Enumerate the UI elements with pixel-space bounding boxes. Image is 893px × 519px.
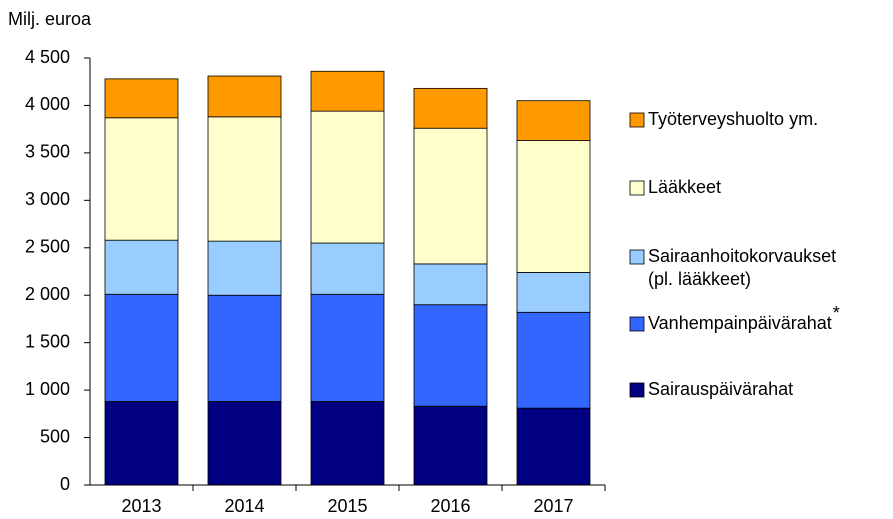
bar-segment <box>104 78 179 119</box>
bar-segment <box>516 272 591 313</box>
y-tick-label: 1 500 <box>25 331 70 351</box>
bar-segment <box>310 70 385 112</box>
bar-segment <box>310 110 385 244</box>
legend-swatch <box>629 180 645 196</box>
legend-swatch <box>629 382 645 398</box>
bar-segment <box>310 293 385 402</box>
bar-segment <box>516 140 591 273</box>
legend-swatch <box>629 316 645 332</box>
bar-segment <box>413 304 488 407</box>
legend-note: * <box>833 303 840 323</box>
x-tick-label: 2014 <box>224 496 264 516</box>
legend-label: Sairauspäivärahat <box>648 379 793 399</box>
legend-line: Sairaanhoitokorvaukset <box>648 246 836 266</box>
y-tick-label: 2 500 <box>25 237 70 257</box>
bar-segment <box>413 127 488 265</box>
bar-segment <box>413 87 488 129</box>
legend-label: Sairaanhoitokorvaukset (pl. lääkkeet) <box>648 246 836 289</box>
bar-segment <box>207 75 282 118</box>
bar-segment <box>413 263 488 306</box>
bar-segment <box>516 311 591 409</box>
y-tick-label: 3 500 <box>25 142 70 162</box>
x-tick-label: 2016 <box>430 496 470 516</box>
x-tick-label: 2013 <box>121 496 161 516</box>
y-tick-label: 0 <box>60 474 70 494</box>
y-axis-title: Milj. euroa <box>8 9 92 29</box>
y-tick-label: 4 000 <box>25 94 70 114</box>
bar-segment <box>516 100 591 141</box>
bar-segment <box>104 401 179 486</box>
y-tick-label: 500 <box>40 426 70 446</box>
legend-line: (pl. lääkkeet) <box>648 269 751 289</box>
y-tick-label: 1 000 <box>25 379 70 399</box>
x-tick-label: 2017 <box>533 496 573 516</box>
bar-segment <box>104 117 179 241</box>
bar-segment <box>310 242 385 295</box>
bar-segment <box>207 294 282 402</box>
bar-segment <box>413 405 488 486</box>
bar-segment <box>207 116 282 242</box>
bar-segment <box>207 240 282 296</box>
x-tick-label: 2015 <box>327 496 367 516</box>
legend-label: Vanhempainpäivärahat <box>648 313 832 333</box>
bar-segment <box>516 407 591 486</box>
bar-segment <box>104 239 179 295</box>
bar-segment <box>310 401 385 486</box>
bar-segment <box>207 401 282 486</box>
legend-label: Lääkkeet <box>648 177 721 197</box>
y-tick-label: 3 000 <box>25 189 70 209</box>
legend-swatch <box>629 112 645 128</box>
bar-segment <box>104 293 179 402</box>
legend-swatch <box>629 249 645 265</box>
legend-label: Työterveyshuolto ym. <box>648 109 818 129</box>
y-tick-label: 4 500 <box>25 47 70 67</box>
y-tick-label: 2 000 <box>25 284 70 304</box>
